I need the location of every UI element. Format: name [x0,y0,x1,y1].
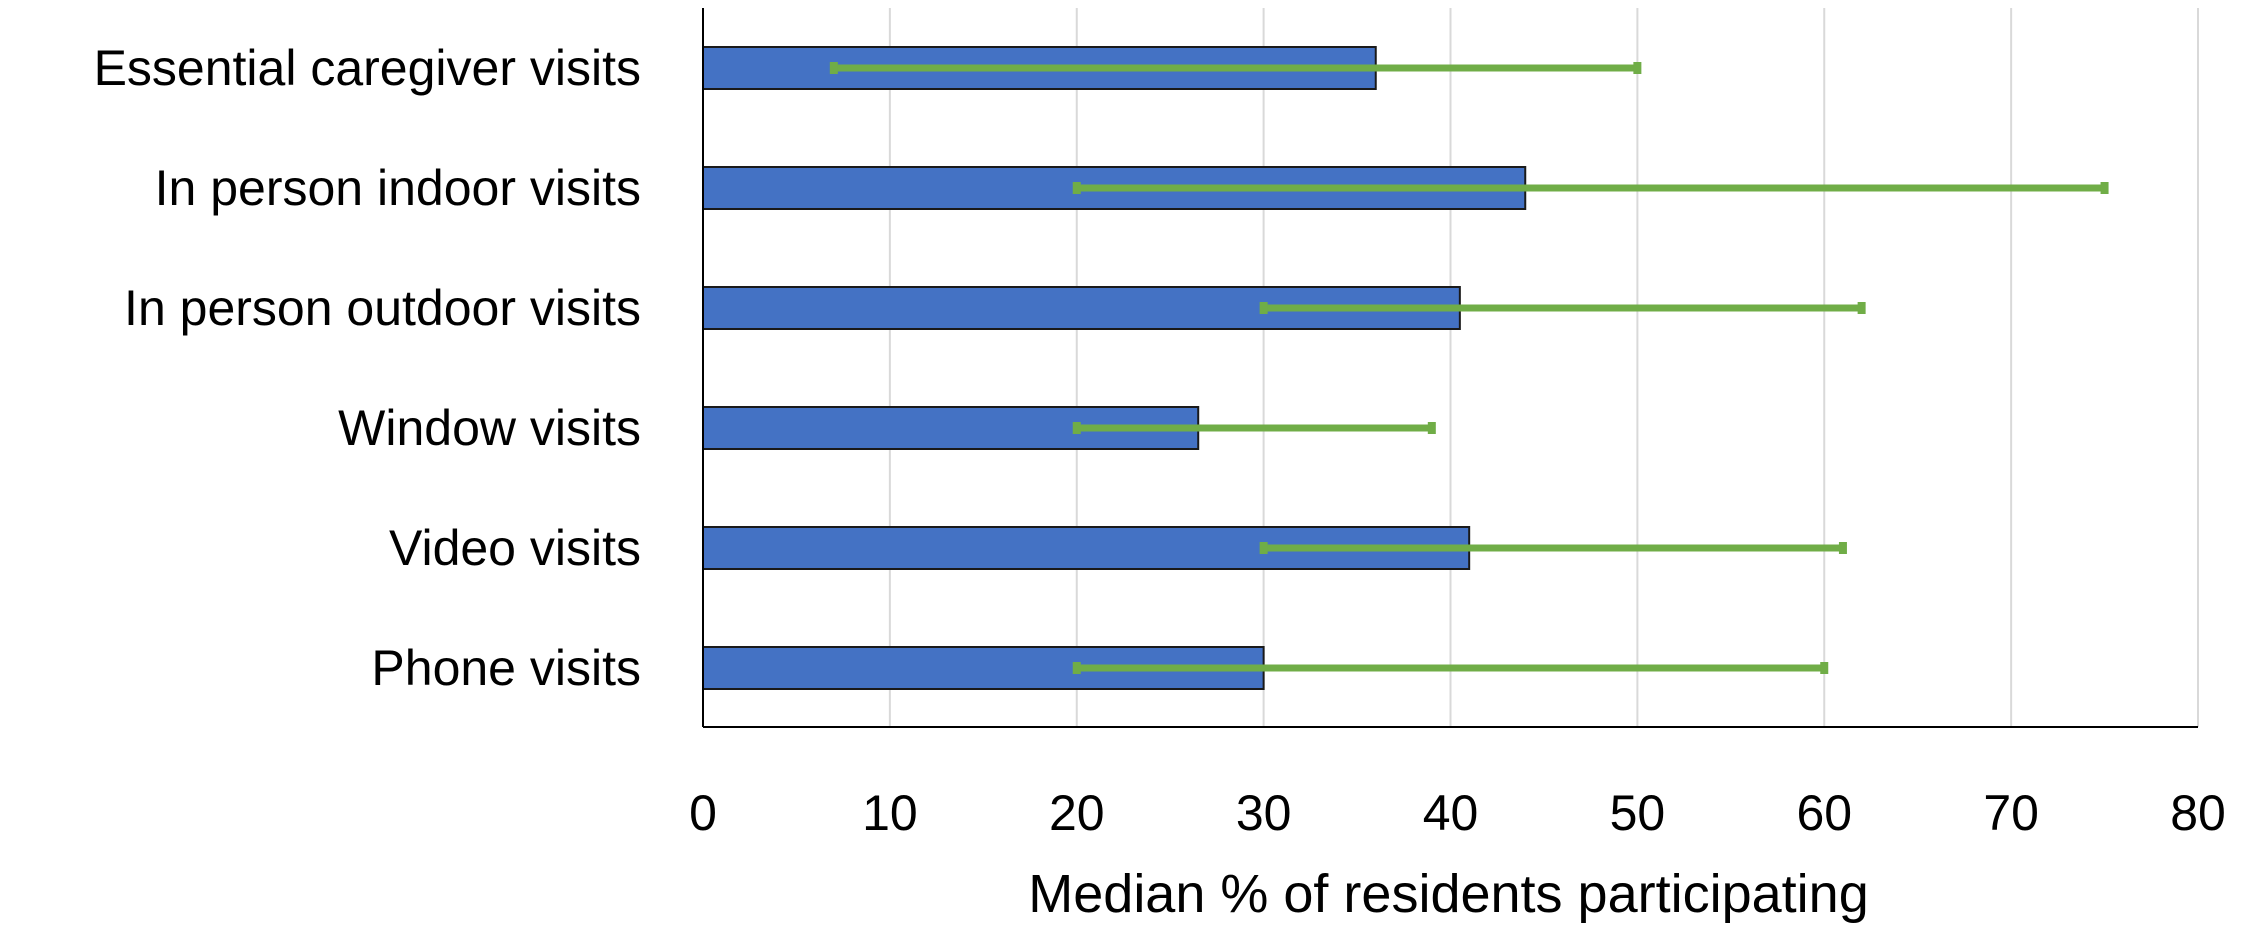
error-bar-cap-low [1259,542,1268,554]
x-tick-label: 60 [1796,785,1852,841]
category-label: In person indoor visits [155,160,641,216]
error-bar-cap-high [1633,62,1642,74]
bars [702,46,1527,690]
category-label: In person outdoor visits [124,280,641,336]
error-bars [829,62,2109,674]
x-tick-label: 40 [1423,785,1479,841]
category-label: Essential caregiver visits [94,40,641,96]
x-tick-label: 10 [862,785,918,841]
error-bar-cap-low [829,62,838,74]
x-axis-title: Median % of residents participating [1028,864,1868,924]
x-tick-label: 50 [1610,785,1666,841]
x-tick-label: 30 [1236,785,1292,841]
x-tick-label: 0 [689,785,717,841]
x-tick-label: 70 [1983,785,2039,841]
tick-labels: 0 10 20 30 40 50 60 70 80 [689,785,2226,841]
axes [702,8,2198,728]
error-bar-cap-high [1820,662,1829,674]
error-bar-cap-low [1259,302,1268,314]
category-label: Video visits [389,520,641,576]
error-bar-cap-low [1072,182,1081,194]
category-label: Window visits [338,400,641,456]
error-bar-cap-high [1427,422,1436,434]
error-bar-cap-low [1072,422,1081,434]
x-tick-label: 80 [2170,785,2226,841]
gridlines [888,8,2199,727]
category-labels: Essential caregiver visits In person indo… [94,40,641,696]
error-bar-cap-high [1857,302,1866,314]
error-bar-cap-low [1072,662,1081,674]
x-tick-label: 20 [1049,785,1105,841]
error-bar-cap-high [1838,542,1847,554]
category-label: Phone visits [371,640,641,696]
error-bar-cap-high [2100,182,2109,194]
